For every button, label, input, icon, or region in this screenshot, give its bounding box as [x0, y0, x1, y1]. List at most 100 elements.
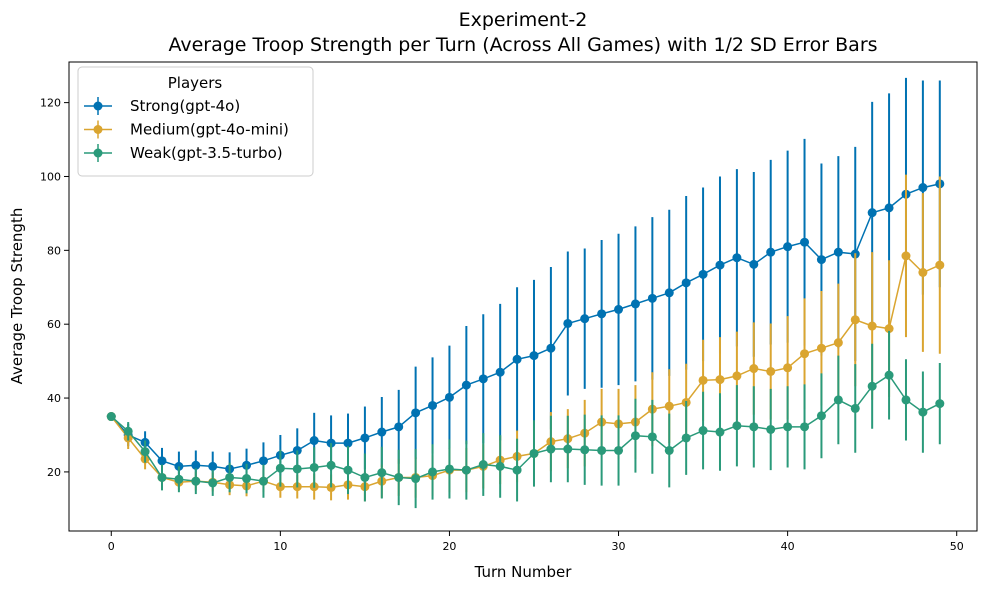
data-point: [681, 278, 691, 288]
legend-label: Strong(gpt-4o): [130, 97, 240, 115]
data-point: [867, 321, 877, 331]
data-point: [664, 445, 674, 455]
data-point: [444, 464, 454, 474]
data-point: [664, 288, 674, 298]
data-point: [275, 463, 285, 473]
data-point: [630, 299, 640, 309]
data-point: [732, 371, 742, 381]
y-tick-label: 120: [40, 97, 61, 110]
data-point: [309, 436, 319, 446]
data-point: [360, 433, 370, 443]
data-point: [326, 460, 336, 470]
data-point: [614, 304, 624, 314]
y-axis-ticks: 20 40 60 80 100 120: [40, 97, 69, 479]
x-axis-ticks: 0 10 20 30 40 50: [108, 531, 964, 553]
data-point: [563, 318, 573, 328]
data-point: [394, 422, 404, 432]
plot-area: [68, 61, 978, 532]
data-point: [647, 293, 657, 303]
legend-items: Strong(gpt-4o) Medium(gpt-4o-mini) Weak(gp…: [84, 97, 289, 162]
data-point: [647, 432, 657, 442]
data-point: [816, 411, 826, 421]
chart-subtitle: Average Troop Strength per Turn (Across …: [168, 34, 877, 56]
data-point: [411, 474, 421, 484]
data-point: [732, 253, 742, 263]
data-point: [833, 395, 843, 405]
series-2: [106, 330, 945, 509]
data-point: [867, 208, 877, 218]
data-point: [766, 366, 776, 376]
data-point: [309, 462, 319, 472]
data-point: [766, 247, 776, 257]
legend-item: Weak(gpt-3.5-turbo): [84, 144, 283, 162]
x-axis-label: Turn Number: [474, 563, 573, 581]
legend-label: Medium(gpt-4o-mini): [130, 121, 289, 139]
legend-title: Players: [168, 74, 223, 92]
data-point: [867, 381, 877, 391]
x-tick-label: 50: [950, 540, 964, 553]
data-point: [698, 426, 708, 436]
legend-box: [77, 66, 314, 177]
data-point: [242, 474, 252, 484]
data-point: [715, 260, 725, 270]
data-point: [411, 408, 421, 418]
data-point: [546, 444, 556, 454]
data-point: [106, 412, 116, 422]
data-point: [749, 364, 759, 374]
y-tick-label: 80: [47, 244, 61, 257]
data-point: [816, 255, 826, 265]
data-point: [529, 448, 539, 458]
data-point: [394, 472, 404, 482]
data-point: [191, 476, 201, 486]
x-tick-label: 40: [781, 540, 795, 553]
data-point: [614, 445, 624, 455]
data-point: [343, 438, 353, 448]
data-point: [901, 395, 911, 405]
legend-marker: [93, 101, 103, 111]
data-point: [208, 461, 218, 471]
data-point: [208, 478, 218, 488]
data-point: [597, 445, 607, 455]
data-point: [766, 424, 776, 434]
data-point: [123, 426, 133, 436]
series-line: [110, 183, 940, 470]
data-point: [918, 407, 928, 417]
data-point: [833, 247, 843, 257]
data-point: [833, 338, 843, 348]
data-point: [258, 456, 268, 466]
data-point: [512, 465, 522, 475]
data-point: [512, 354, 522, 364]
data-point: [800, 422, 810, 432]
data-point: [343, 465, 353, 475]
data-point: [360, 472, 370, 482]
data-point: [850, 403, 860, 413]
data-point: [664, 401, 674, 411]
data-point: [580, 445, 590, 455]
data-point: [783, 242, 793, 252]
series-line: [110, 374, 941, 484]
data-point: [444, 392, 454, 402]
data-point: [783, 422, 793, 432]
data-point: [800, 349, 810, 359]
data-point: [377, 427, 387, 437]
data-point: [749, 259, 759, 269]
data-point: [732, 421, 742, 431]
legend: Players Strong(gpt-4o) Medium(gpt-4o-mini…: [77, 66, 314, 177]
series-1: [106, 174, 945, 502]
data-point: [816, 343, 826, 353]
x-tick-label: 30: [612, 540, 626, 553]
data-point: [884, 203, 894, 213]
y-tick-label: 60: [47, 318, 61, 331]
data-point: [715, 427, 725, 437]
data-point: [901, 251, 911, 261]
legend-marker: [93, 125, 103, 134]
x-tick-label: 0: [108, 540, 115, 553]
data-point: [461, 380, 471, 390]
data-point: [935, 260, 945, 270]
data-point: [563, 444, 573, 454]
data-point: [884, 370, 894, 380]
data-point: [157, 472, 167, 482]
legend-item: Strong(gpt-4o): [84, 97, 240, 115]
series-line: [110, 254, 941, 489]
